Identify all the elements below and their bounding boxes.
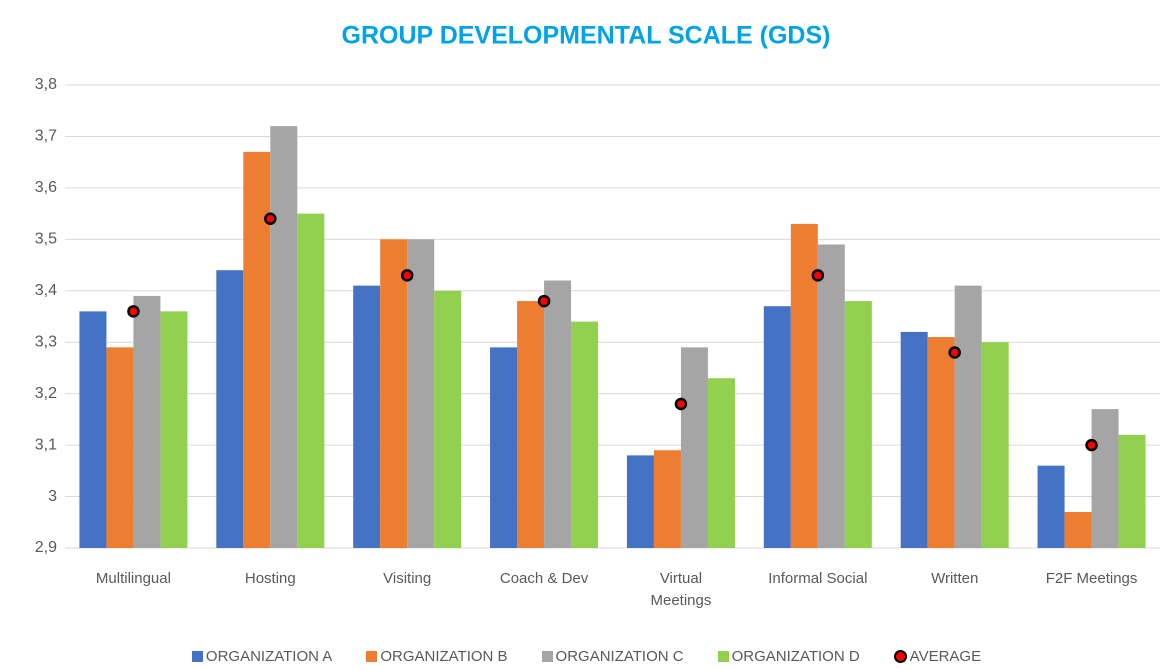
x-tick-label: Hosting	[244, 570, 296, 587]
bar	[79, 311, 107, 548]
legend-swatch	[191, 651, 203, 662]
average-marker	[674, 397, 688, 411]
bar	[1037, 465, 1065, 548]
y-tick-label: 3,2	[35, 385, 57, 402]
average-marker	[537, 294, 551, 308]
average-marker	[948, 346, 961, 359]
legend-swatch	[541, 651, 553, 662]
legend-item: ORGANIZATION D	[717, 648, 860, 665]
y-tick-label: 3,1	[35, 436, 57, 453]
chart-title: GROUP DEVELOPMENTAL SCALE (GDS)	[342, 22, 831, 50]
legend-item: ORGANIZATION C	[541, 648, 684, 665]
bar	[490, 347, 518, 548]
average-marker	[1085, 438, 1098, 452]
legend-swatch	[893, 650, 907, 663]
bar	[954, 285, 982, 548]
x-tick-label: Virtual Meetings	[650, 570, 712, 609]
average-marker	[400, 269, 414, 282]
bar	[270, 126, 298, 549]
average-marker	[811, 269, 825, 282]
bar	[707, 378, 735, 548]
bar	[680, 347, 708, 548]
y-tick-label: 3,6	[35, 179, 57, 196]
y-tick-label: 3	[48, 488, 57, 505]
y-tick-label: 3,7	[35, 128, 57, 145]
bar	[981, 342, 1009, 548]
y-tick-label: 3,3	[35, 333, 57, 350]
bar	[927, 337, 955, 548]
legend-label: ORGANIZATION C	[555, 648, 684, 665]
bar	[1118, 434, 1146, 548]
y-tick-label: 3,5	[35, 231, 57, 248]
bar	[544, 280, 572, 548]
legend-item: AVERAGE	[893, 648, 982, 665]
bar	[1091, 409, 1119, 548]
bar	[216, 270, 244, 548]
legend: ORGANIZATION A ORGANIZATION B ORGANIZATION…	[0, 648, 1173, 665]
legend-item: ORGANIZATION A	[191, 648, 333, 665]
y-tick-label: 2,9	[35, 539, 57, 556]
bar	[380, 239, 408, 549]
bar	[763, 306, 791, 548]
bar	[243, 151, 271, 548]
x-tick-label: F2F Meetings	[1045, 570, 1138, 587]
y-tick-label: 3,8	[35, 76, 57, 93]
average-marker	[127, 305, 140, 318]
bar	[297, 213, 325, 548]
x-tick-label: Visiting	[383, 570, 432, 587]
bar	[407, 239, 435, 549]
bar	[817, 244, 845, 548]
x-tick-label: Written	[931, 570, 979, 587]
legend-label: AVERAGE	[909, 648, 982, 665]
legend-label: ORGANIZATION A	[205, 648, 333, 665]
x-tick-label: Multilingual	[95, 570, 171, 587]
bar	[571, 321, 599, 548]
bar	[1064, 511, 1092, 548]
legend-item: ORGANIZATION B	[366, 648, 508, 665]
bar	[844, 301, 872, 548]
bar	[626, 455, 654, 548]
bars	[79, 126, 1146, 549]
bar	[353, 285, 381, 548]
legend-swatch	[717, 651, 729, 662]
bar	[900, 331, 928, 548]
bar	[434, 290, 462, 548]
average-marker	[264, 212, 277, 226]
bar	[160, 311, 188, 548]
bar	[653, 450, 681, 548]
bar	[517, 301, 545, 548]
bar	[106, 347, 134, 548]
legend-swatch	[366, 651, 378, 662]
bar	[133, 295, 161, 548]
x-tick-label: Coach & Dev	[499, 570, 589, 587]
x-tick-label: Informal Social	[768, 570, 868, 587]
y-tick-label: 3,4	[35, 282, 57, 299]
markers	[127, 212, 1098, 452]
legend-label: ORGANIZATION D	[731, 648, 860, 665]
legend-label: ORGANIZATION B	[380, 648, 508, 665]
